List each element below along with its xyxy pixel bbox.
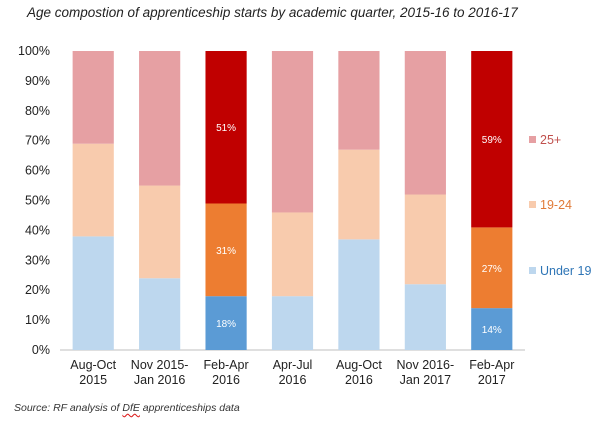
x-tick-label: 2016 xyxy=(212,373,240,387)
y-tick-label: 40% xyxy=(25,223,50,237)
x-tick-label: Feb-Apr xyxy=(203,358,248,372)
y-tick-label: 70% xyxy=(25,134,50,148)
x-tick-label: Nov 2015- xyxy=(131,358,189,372)
legend-label: 19-24 xyxy=(540,198,572,212)
bar-segment xyxy=(72,143,114,237)
y-tick-label: 20% xyxy=(25,283,50,297)
x-tick-label: Aug-Oct xyxy=(70,358,116,372)
bar-segment xyxy=(271,51,314,213)
source-dfe: DfE xyxy=(122,402,140,414)
x-tick-label: 2016 xyxy=(345,373,373,387)
y-tick-label: 100% xyxy=(18,44,50,58)
x-tick-label: 2016 xyxy=(279,373,307,387)
x-tick-label: Aug-Oct xyxy=(336,358,382,372)
bar-segment xyxy=(471,227,513,309)
data-label: 31% xyxy=(216,246,236,257)
bar-segment xyxy=(72,236,114,350)
bar-segment xyxy=(271,212,314,297)
data-label: 14% xyxy=(482,325,502,336)
data-label: 51% xyxy=(216,123,236,134)
bar-segment xyxy=(139,51,181,186)
source-note: Source: RF analysis of DfE apprenticeshi… xyxy=(14,402,240,414)
bar-segment xyxy=(338,149,380,240)
y-tick-label: 50% xyxy=(25,194,50,208)
legend-swatch xyxy=(529,201,536,208)
bar-segment xyxy=(471,51,513,228)
x-tick-label: Jan 2016 xyxy=(134,373,185,387)
legend-label: Under 19 xyxy=(540,264,591,278)
y-tick-label: 10% xyxy=(25,313,50,327)
legend-label: 25+ xyxy=(540,133,561,147)
bar-segment xyxy=(139,278,181,350)
x-tick-label: Nov 2016- xyxy=(397,358,455,372)
x-tick-label: Apr-Jul xyxy=(273,358,313,372)
y-tick-label: 60% xyxy=(25,164,50,178)
bar-segment xyxy=(205,51,247,204)
x-tick-label: 2015 xyxy=(79,373,107,387)
bar-segment xyxy=(404,51,446,195)
source-suffix: apprenticeships data xyxy=(139,402,240,414)
y-tick-label: 80% xyxy=(25,104,50,118)
x-tick-label: Feb-Apr xyxy=(469,358,514,372)
legend-swatch xyxy=(529,267,536,274)
chart-title: Age compostion of apprenticeship starts … xyxy=(27,5,518,20)
source-prefix: Source: RF analysis of xyxy=(14,402,123,414)
bar-segment xyxy=(404,284,446,350)
bar-segment xyxy=(271,296,314,350)
bar-segment xyxy=(205,203,247,297)
data-label: 27% xyxy=(482,264,502,275)
bar-segment xyxy=(338,51,380,150)
y-tick-label: 0% xyxy=(32,343,50,357)
bar-segment xyxy=(471,308,513,350)
data-label: 18% xyxy=(216,319,236,330)
bar-segment xyxy=(139,185,181,279)
x-tick-label: Jan 2017 xyxy=(400,373,451,387)
stacked-bar-chart: 0% 10% 20% 30% 40% 50% 60% 70% 80% 90% 100% Aug-Oct… xyxy=(18,44,591,387)
x-tick-label: 2017 xyxy=(478,373,506,387)
bar-segment xyxy=(404,194,446,285)
legend-swatch xyxy=(529,136,536,143)
bar-segment xyxy=(72,51,114,144)
bar-segment xyxy=(205,296,247,350)
y-tick-label: 30% xyxy=(25,253,50,267)
data-label: 59% xyxy=(482,135,502,146)
y-tick-label: 90% xyxy=(25,74,50,88)
bar-segment xyxy=(338,239,380,350)
